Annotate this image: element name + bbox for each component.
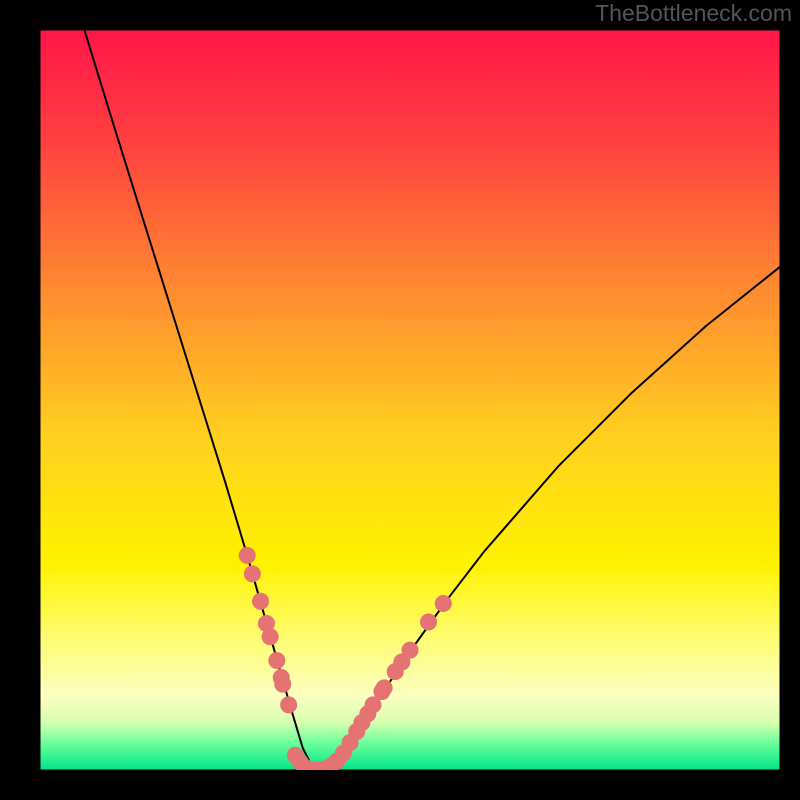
data-point [435,596,451,612]
data-point [239,547,255,563]
data-point [402,642,418,658]
data-point [281,697,297,713]
data-point [275,676,291,692]
data-point [421,614,437,630]
data-point [262,629,278,645]
data-point [253,593,269,609]
chart-svg [0,0,800,800]
watermark-text: TheBottleneck.com [595,0,792,27]
data-point [269,652,285,668]
plot-area [40,30,780,770]
data-point [244,566,260,582]
data-point [376,680,392,696]
